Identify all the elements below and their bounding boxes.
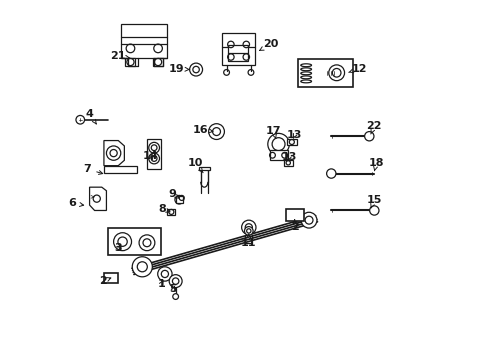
Bar bbox=[175, 196, 183, 203]
Circle shape bbox=[169, 275, 182, 288]
Polygon shape bbox=[104, 166, 137, 173]
Bar bbox=[222, 33, 254, 65]
Text: 13: 13 bbox=[286, 130, 302, 140]
Text: 13: 13 bbox=[281, 152, 296, 162]
Text: 9: 9 bbox=[168, 189, 179, 199]
Circle shape bbox=[148, 142, 159, 153]
Text: 14: 14 bbox=[142, 150, 158, 161]
Circle shape bbox=[326, 169, 335, 178]
Text: 20: 20 bbox=[259, 40, 278, 50]
Circle shape bbox=[267, 134, 289, 155]
Text: 3: 3 bbox=[114, 243, 122, 253]
Text: 2: 2 bbox=[290, 220, 298, 232]
Bar bbox=[284, 160, 292, 166]
Text: 16: 16 bbox=[193, 125, 212, 135]
Circle shape bbox=[132, 257, 152, 277]
Bar bbox=[269, 150, 287, 160]
Bar bbox=[198, 167, 210, 170]
Circle shape bbox=[113, 233, 131, 251]
Bar bbox=[286, 139, 296, 145]
Text: 2: 2 bbox=[99, 276, 111, 286]
Bar bbox=[285, 209, 303, 221]
Circle shape bbox=[189, 63, 202, 76]
Text: 8: 8 bbox=[158, 204, 170, 214]
Text: 15: 15 bbox=[366, 195, 381, 208]
Text: 1: 1 bbox=[157, 279, 165, 289]
Circle shape bbox=[301, 212, 316, 228]
Bar bbox=[147, 139, 161, 169]
Text: 11: 11 bbox=[241, 234, 256, 248]
Circle shape bbox=[106, 146, 121, 160]
Text: 4: 4 bbox=[85, 109, 96, 124]
Bar bbox=[297, 59, 352, 87]
Bar bbox=[104, 273, 117, 283]
Circle shape bbox=[328, 65, 344, 81]
Bar bbox=[153, 58, 163, 66]
Text: 5: 5 bbox=[169, 284, 177, 294]
Circle shape bbox=[364, 132, 373, 141]
Text: 19: 19 bbox=[168, 64, 189, 74]
Circle shape bbox=[208, 124, 224, 139]
Bar bbox=[167, 209, 175, 215]
Circle shape bbox=[148, 153, 159, 164]
Text: 6: 6 bbox=[68, 198, 83, 208]
Circle shape bbox=[76, 116, 84, 124]
Polygon shape bbox=[104, 140, 124, 166]
Bar bbox=[107, 228, 161, 255]
Circle shape bbox=[244, 226, 253, 235]
Bar bbox=[121, 24, 167, 58]
Text: 7: 7 bbox=[83, 164, 102, 174]
Circle shape bbox=[172, 294, 178, 300]
Circle shape bbox=[175, 195, 183, 204]
Text: 21: 21 bbox=[110, 51, 129, 61]
Polygon shape bbox=[89, 187, 106, 211]
Circle shape bbox=[139, 235, 155, 251]
Circle shape bbox=[158, 267, 172, 281]
Circle shape bbox=[241, 220, 255, 234]
Text: 12: 12 bbox=[348, 64, 366, 74]
Text: 18: 18 bbox=[368, 158, 384, 171]
Text: 17: 17 bbox=[265, 126, 281, 139]
Bar bbox=[228, 45, 247, 61]
Bar bbox=[125, 58, 135, 66]
Circle shape bbox=[369, 206, 378, 215]
Text: 10: 10 bbox=[187, 158, 203, 173]
Text: 22: 22 bbox=[366, 121, 381, 134]
